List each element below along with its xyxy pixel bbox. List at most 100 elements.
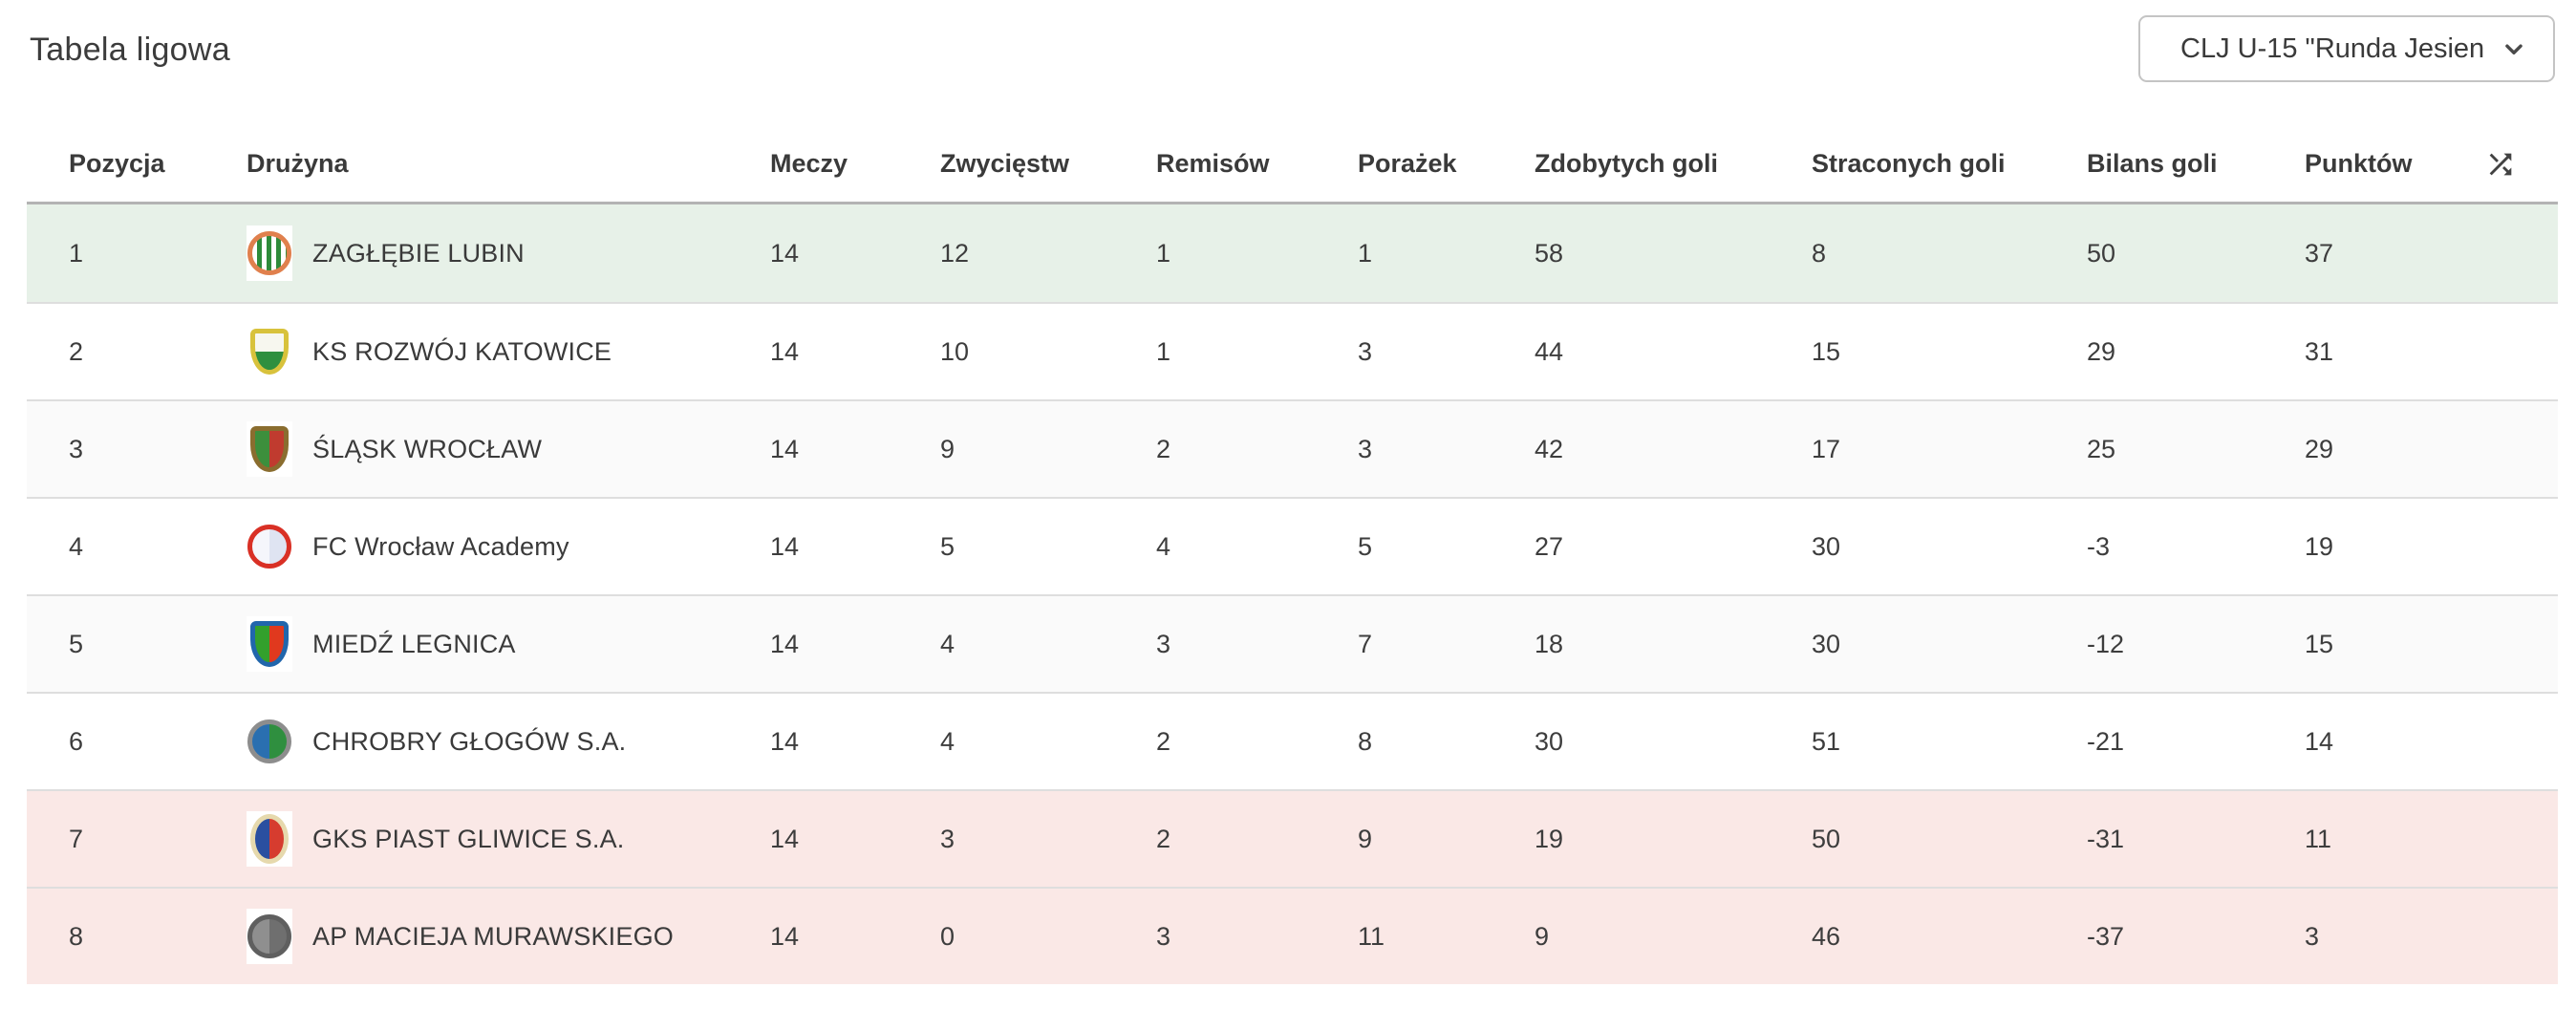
losses-cell: 5 [1358,531,1373,561]
losses-cell: 9 [1358,824,1373,853]
team-name: FC Wrocław Academy [312,531,569,561]
draws-cell: 3 [1156,921,1171,951]
table-row[interactable]: 3 ŚLĄSK WROCŁAW 14 9 2 3 42 17 25 29 [27,399,2558,497]
position-cell: 5 [69,629,84,658]
team-name: AP MACIEJA MURAWSKIEGO [312,921,674,951]
team-cell: AP MACIEJA MURAWSKIEGO [247,909,770,964]
position-cell: 4 [69,531,84,561]
matches-cell: 14 [770,434,800,463]
matches-cell: 14 [770,531,800,561]
matches-cell: 14 [770,336,800,366]
wins-cell: 12 [940,238,970,268]
goals-for-cell: 27 [1535,531,1564,561]
team-cell: CHROBRY GŁOGÓW S.A. [247,714,770,769]
goals-for-cell: 42 [1535,434,1564,463]
position-cell: 2 [69,336,84,366]
matches-cell: 14 [770,238,800,268]
position-cell: 7 [69,824,84,853]
team-cell: MIEDŹ LEGNICA [247,616,770,672]
matches-cell: 14 [770,629,800,658]
table-row[interactable]: 6 CHROBRY GŁOGÓW S.A. 14 4 2 8 30 51 -21 14 [27,692,2558,789]
matches-cell: 14 [770,921,800,951]
header-punktow: Punktów [2305,149,2413,178]
draws-cell: 4 [1156,531,1171,561]
wins-cell: 4 [940,629,955,658]
table-row[interactable]: 5 MIEDŹ LEGNICA 14 4 3 7 18 30 -12 15 [27,594,2558,692]
table-row[interactable]: 7 GKS PIAST GLIWICE S.A. 14 3 2 9 19 50 -31 11 [27,789,2558,887]
losses-cell: 11 [1358,921,1385,951]
draws-cell: 3 [1156,629,1171,658]
draws-cell: 1 [1156,238,1171,268]
header-bilans-goli: Bilans goli [2087,149,2218,178]
league-select-value: CLJ U-15 "Runda Jesienna G… [2180,32,2484,64]
team-cell: FC Wrocław Academy [247,519,770,574]
league-table: Pozycja Drużyna Meczy Zwycięstw Remisów … [27,126,2558,984]
team-name: ZAGŁĘBIE LUBIN [312,238,525,268]
goals-against-cell: 17 [1812,434,1841,463]
position-cell: 1 [69,238,84,268]
goals-against-cell: 8 [1812,238,1827,268]
team-crest-icon [247,909,292,964]
header-meczy: Meczy [770,149,848,178]
draws-cell: 2 [1156,824,1171,853]
table-row[interactable]: 8 AP MACIEJA MURAWSKIEGO 14 0 3 11 9 46 -37 3 [27,887,2558,984]
draws-cell: 2 [1156,434,1171,463]
goals-for-cell: 44 [1535,336,1564,366]
team-crest-icon [247,811,292,867]
goals-for-cell: 9 [1535,921,1550,951]
points-cell: 14 [2305,726,2334,756]
league-select[interactable]: CLJ U-15 "Runda Jesienna G… [2138,15,2555,82]
position-cell: 3 [69,434,84,463]
draws-cell: 1 [1156,336,1171,366]
team-crest-icon [247,714,292,769]
points-cell: 11 [2305,824,2332,853]
losses-cell: 8 [1358,726,1373,756]
goal-diff-cell: -21 [2087,726,2125,756]
draws-cell: 2 [1156,726,1171,756]
matches-cell: 14 [770,824,800,853]
header-zdobytych-goli: Zdobytych goli [1535,149,1718,178]
goals-for-cell: 18 [1535,629,1564,658]
goals-for-cell: 58 [1535,238,1564,268]
team-name: MIEDŹ LEGNICA [312,629,516,658]
page-title: Tabela ligowa [30,32,230,68]
wins-cell: 5 [940,531,955,561]
goal-diff-cell: -31 [2087,824,2125,853]
team-crest-icon [247,324,292,379]
team-name: GKS PIAST GLIWICE S.A. [312,824,625,853]
goal-diff-cell: 29 [2087,336,2116,366]
team-name: ŚLĄSK WROCŁAW [312,434,543,463]
goal-diff-cell: -37 [2087,921,2125,951]
goals-against-cell: 30 [1812,629,1841,658]
losses-cell: 3 [1358,434,1373,463]
wins-cell: 10 [940,336,970,366]
losses-cell: 7 [1358,629,1373,658]
wins-cell: 0 [940,921,955,951]
team-cell: ZAGŁĘBIE LUBIN [247,225,770,281]
wins-cell: 3 [940,824,955,853]
team-crest-icon [247,616,292,672]
goals-for-cell: 19 [1535,824,1564,853]
goals-for-cell: 30 [1535,726,1564,756]
shuffle-icon[interactable] [2484,148,2517,181]
points-cell: 15 [2305,629,2334,658]
team-crest-icon [247,225,292,281]
wins-cell: 9 [940,434,955,463]
goal-diff-cell: 50 [2087,238,2116,268]
losses-cell: 1 [1358,238,1373,268]
table-row[interactable]: 1 ZAGŁĘBIE LUBIN 14 12 1 1 58 8 50 37 [27,204,2558,302]
points-cell: 19 [2305,531,2334,561]
points-cell: 31 [2305,336,2334,366]
goal-diff-cell: -12 [2087,629,2125,658]
table-row[interactable]: 2 KS ROZWÓJ KATOWICE 14 10 1 3 44 15 29 31 [27,302,2558,399]
points-cell: 29 [2305,434,2334,463]
header-straconych-goli: Straconych goli [1812,149,2006,178]
header-druzyna: Drużyna [247,149,349,178]
table-row[interactable]: 4 FC Wrocław Academy 14 5 4 5 27 30 -3 19 [27,497,2558,594]
team-name: CHROBRY GŁOGÓW S.A. [312,726,627,756]
chevron-down-icon [2505,44,2522,54]
wins-cell: 4 [940,726,955,756]
points-cell: 37 [2305,238,2334,268]
team-cell: KS ROZWÓJ KATOWICE [247,324,770,379]
